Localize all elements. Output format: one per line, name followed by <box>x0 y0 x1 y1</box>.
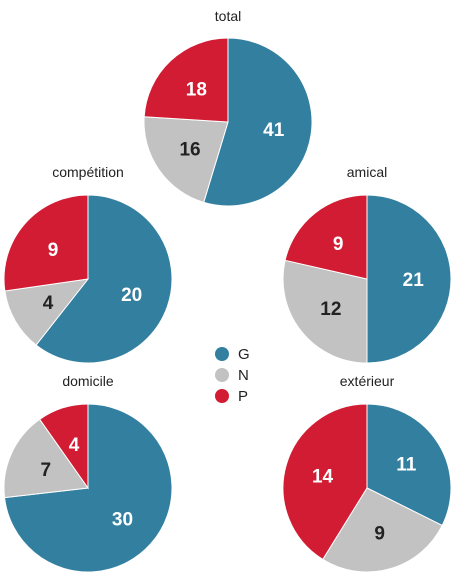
pie-title: compétition <box>52 164 124 180</box>
slice-value-label: 4 <box>69 435 80 456</box>
slice-value-label: 20 <box>121 285 142 306</box>
slice-value-label: 9 <box>333 234 344 255</box>
slice-value-label: 41 <box>263 120 285 141</box>
pie-slice-N <box>3 418 89 499</box>
pies-group: total 41 16 18 compétition 20 4 9 amical 21 12 9 dom… <box>3 8 452 573</box>
pie-slice-P <box>3 194 89 292</box>
legend-label-P: P <box>238 388 248 405</box>
legend-label-N: N <box>238 367 249 384</box>
pie-title: domicile <box>62 373 114 389</box>
legend-swatch-G <box>215 347 229 361</box>
pie-4: domicile 30 74 <box>3 373 173 573</box>
pie-slice-G <box>35 194 173 364</box>
legend: GNP <box>215 346 250 405</box>
slice-value-label: 16 <box>179 139 200 160</box>
pie-title: amical <box>347 164 387 180</box>
pie-slice-G <box>366 403 452 527</box>
pie-slice-N <box>282 259 368 364</box>
pie-slice-N <box>322 487 443 573</box>
pie-slice-P <box>282 403 368 561</box>
slice-value-label: 9 <box>374 523 385 544</box>
pie-slice-G <box>203 37 313 207</box>
legend-label-G: G <box>238 346 250 363</box>
pie-1: total 41 16 18 <box>143 8 313 207</box>
pie-slice-N <box>4 278 90 346</box>
slice-value-label: 7 <box>41 460 52 481</box>
slice-value-label: 18 <box>186 79 207 100</box>
slice-value-label: 11 <box>396 455 417 476</box>
slice-value-label: 21 <box>403 270 425 291</box>
pie-slice-P <box>143 37 229 123</box>
slice-value-label: 30 <box>112 510 133 531</box>
slice-value-label: 12 <box>320 299 341 320</box>
pie-slice-P <box>38 403 89 490</box>
pie-title: extérieur <box>340 373 395 389</box>
slice-value-label: 9 <box>48 240 59 261</box>
pie-5: extérieur 11 9 14 <box>282 373 452 573</box>
slice-value-label: 4 <box>43 293 54 314</box>
pie-slice-G <box>366 194 452 364</box>
pie-2: compétition 20 4 9 <box>3 164 173 364</box>
legend-swatch-P <box>215 389 229 403</box>
pie-slice-N <box>143 116 229 204</box>
legend-swatch-N <box>215 368 229 382</box>
slice-value-label: 14 <box>312 466 334 487</box>
pie-3: amical 21 12 9 <box>282 164 452 364</box>
pie-slice-P <box>284 194 368 280</box>
pie-title: total <box>215 8 241 24</box>
